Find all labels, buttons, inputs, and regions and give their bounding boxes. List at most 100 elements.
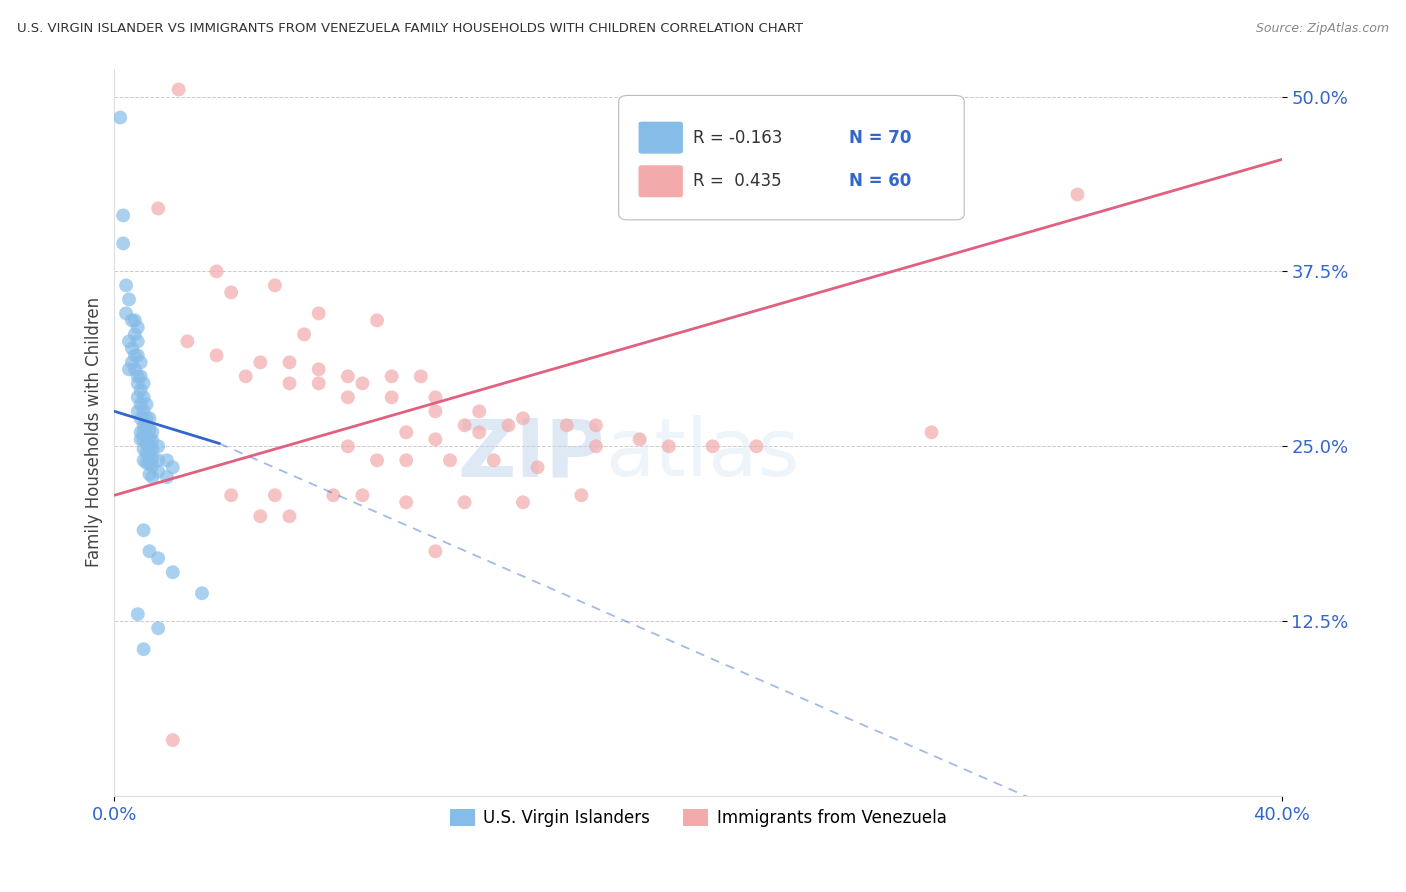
Point — [832, 160, 855, 174]
Point — [138, 467, 160, 482]
Point — [129, 397, 152, 411]
Point — [686, 153, 709, 167]
Point — [235, 369, 257, 384]
Point — [156, 453, 179, 467]
Point — [127, 334, 149, 349]
Point — [138, 423, 160, 437]
Point — [118, 334, 141, 349]
Text: Source: ZipAtlas.com: Source: ZipAtlas.com — [1256, 22, 1389, 36]
Point — [526, 460, 548, 475]
Point — [425, 404, 447, 418]
Point — [141, 470, 163, 484]
Point — [205, 348, 228, 362]
Point — [118, 362, 141, 376]
Point — [381, 390, 404, 404]
Point — [127, 376, 149, 391]
Point — [585, 439, 607, 453]
Point — [176, 334, 198, 349]
Point — [308, 376, 330, 391]
Point — [132, 404, 155, 418]
Point — [278, 509, 301, 524]
FancyBboxPatch shape — [638, 165, 683, 197]
Point — [395, 453, 418, 467]
Point — [162, 566, 184, 580]
Point — [921, 425, 943, 440]
Point — [278, 376, 301, 391]
Point — [138, 448, 160, 462]
Point — [409, 369, 432, 384]
Point — [129, 432, 152, 446]
Point — [468, 425, 491, 440]
Point — [439, 453, 461, 467]
Point — [132, 425, 155, 440]
Point — [121, 342, 143, 356]
Point — [395, 425, 418, 440]
Point — [124, 313, 146, 327]
Point — [127, 348, 149, 362]
Point — [135, 418, 157, 433]
Point — [115, 278, 138, 293]
Legend: U.S. Virgin Islanders, Immigrants from Venezuela: U.S. Virgin Islanders, Immigrants from V… — [441, 800, 955, 835]
Point — [129, 425, 152, 440]
Point — [141, 450, 163, 465]
Point — [127, 369, 149, 384]
Point — [205, 264, 228, 278]
Point — [129, 411, 152, 425]
Point — [352, 376, 374, 391]
Point — [148, 621, 170, 635]
Point — [156, 470, 179, 484]
Point — [141, 425, 163, 440]
Point — [162, 460, 184, 475]
Point — [162, 733, 184, 747]
Y-axis label: Family Households with Children: Family Households with Children — [86, 297, 103, 567]
Point — [425, 544, 447, 558]
Point — [628, 432, 651, 446]
Point — [336, 390, 359, 404]
Text: R = -0.163: R = -0.163 — [693, 128, 783, 146]
Point — [569, 488, 592, 502]
Point — [555, 418, 578, 433]
Text: R =  0.435: R = 0.435 — [693, 172, 782, 190]
Point — [468, 404, 491, 418]
Point — [132, 442, 155, 456]
Point — [127, 390, 149, 404]
Point — [124, 362, 146, 376]
Point — [132, 642, 155, 657]
Point — [138, 431, 160, 445]
Point — [135, 446, 157, 460]
Point — [1066, 187, 1088, 202]
FancyBboxPatch shape — [619, 95, 965, 219]
Point — [658, 439, 681, 453]
Point — [381, 369, 404, 384]
Point — [395, 495, 418, 509]
Point — [141, 458, 163, 473]
Text: atlas: atlas — [605, 415, 799, 493]
Point — [138, 411, 160, 425]
Point — [322, 488, 344, 502]
Point — [249, 355, 271, 369]
Point — [112, 236, 135, 251]
Point — [132, 390, 155, 404]
Point — [482, 453, 505, 467]
Point — [425, 432, 447, 446]
Point — [138, 439, 160, 453]
Point — [129, 384, 152, 398]
Point — [366, 313, 388, 327]
Point — [127, 607, 149, 622]
Point — [110, 111, 132, 125]
Point — [249, 509, 271, 524]
Point — [352, 488, 374, 502]
Point — [425, 390, 447, 404]
Point — [308, 362, 330, 376]
Point — [167, 82, 190, 96]
Text: U.S. VIRGIN ISLANDER VS IMMIGRANTS FROM VENEZUELA FAMILY HOUSEHOLDS WITH CHILDRE: U.S. VIRGIN ISLANDER VS IMMIGRANTS FROM … — [17, 22, 803, 36]
Point — [127, 320, 149, 334]
Point — [124, 327, 146, 342]
Point — [141, 434, 163, 448]
Text: N = 70: N = 70 — [849, 128, 911, 146]
Text: ZIP: ZIP — [457, 415, 605, 493]
Point — [112, 209, 135, 223]
Point — [512, 495, 534, 509]
Point — [132, 432, 155, 446]
Point — [148, 439, 170, 453]
